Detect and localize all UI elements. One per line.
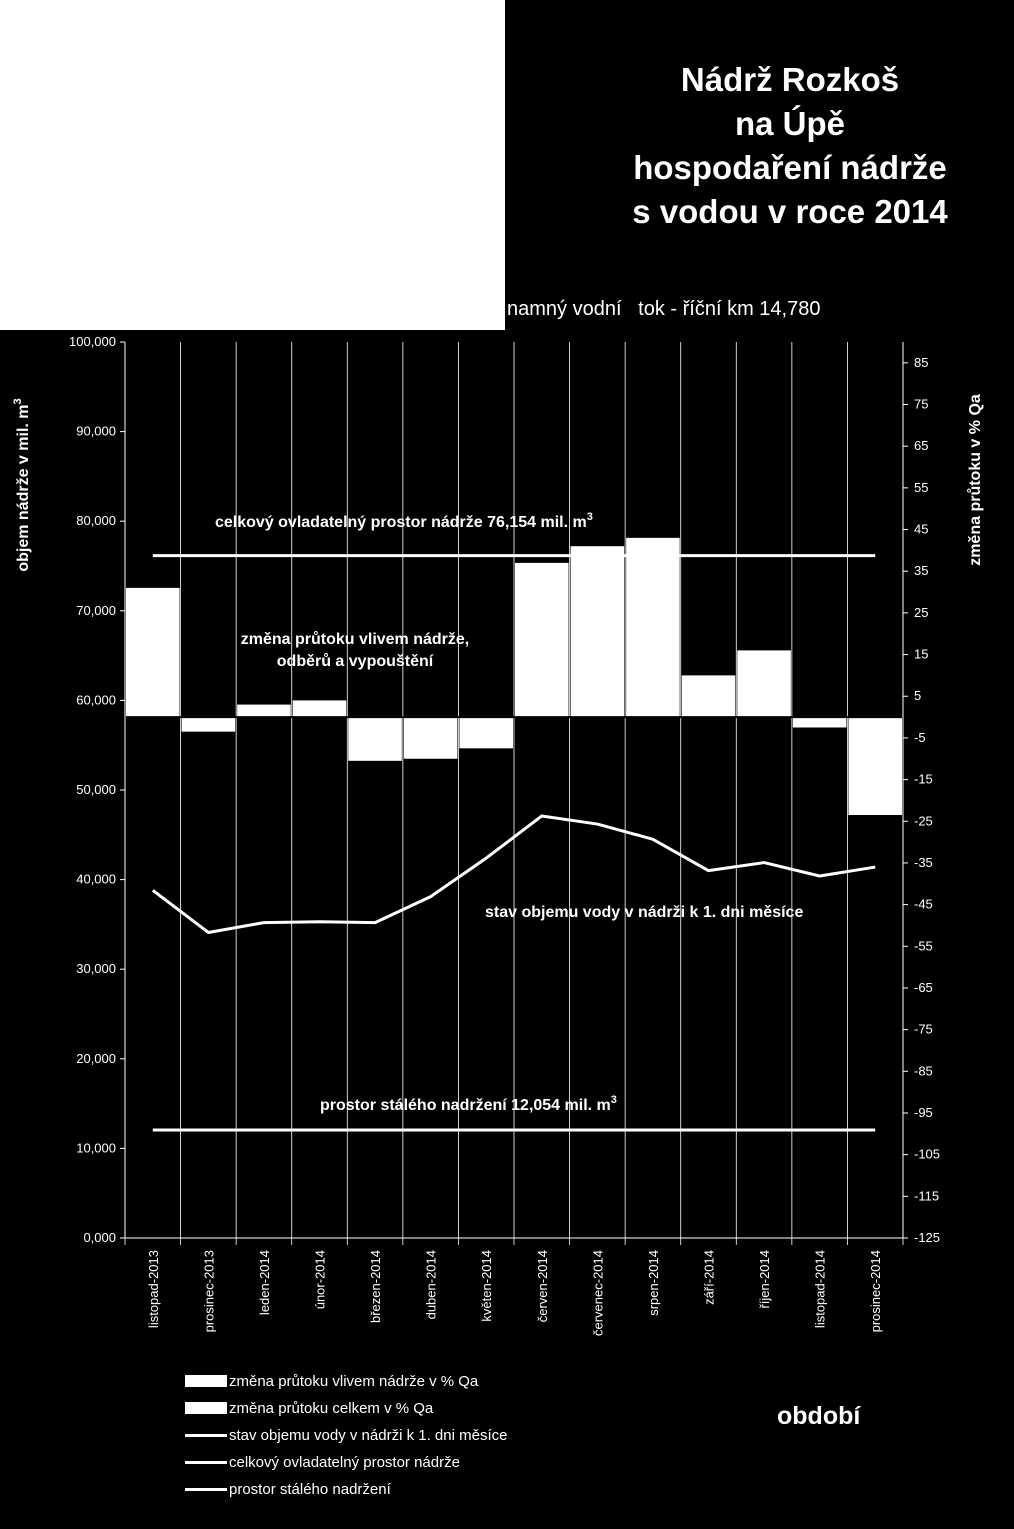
y-right-tick-label: -85	[914, 1063, 933, 1078]
y-right-tick-label: -95	[914, 1105, 933, 1120]
annotation-celkovy: celkový ovladatelný prostor nádrže 76,15…	[215, 511, 593, 531]
y-left-tick-label: 30,000	[76, 961, 116, 976]
y-right-tick-label: -45	[914, 897, 933, 912]
y-right-tick-label: 25	[914, 605, 928, 620]
title-line-3: hospodaření nádrže	[633, 149, 947, 186]
title-line-2: na Úpě	[734, 105, 846, 142]
y-left-tick-label: 70,000	[76, 603, 116, 618]
x-tick-label: únor-2014	[313, 1250, 328, 1309]
x-tick-label: březen-2014	[368, 1250, 383, 1323]
bar	[515, 562, 569, 718]
bar	[348, 717, 402, 761]
x-tick-label: leden-2014	[257, 1250, 272, 1315]
y-right-tick-label: -65	[914, 980, 933, 995]
legend-swatch	[185, 1375, 227, 1388]
y-left-tick-label: 100,000	[69, 334, 116, 349]
legend-item-line-stav: stav objemu vody v nádrži k 1. dni měsíc…	[185, 1426, 507, 1446]
bar	[237, 704, 291, 718]
x-tick-label: listopad-2014	[813, 1250, 828, 1328]
y-left-tick-label: 20,000	[76, 1051, 116, 1066]
x-tick-label: duben-2014	[424, 1250, 439, 1319]
annotation-staly: prostor stálého nadržení 12,054 mil. m3	[320, 1094, 617, 1114]
x-tick-label: září-2014	[702, 1250, 717, 1305]
title-line-4: s vodou v roce 2014	[632, 193, 948, 230]
y-right-tick-label: -125	[914, 1230, 940, 1245]
legend-item-bar-1: změna průtoku vlivem nádrže v % Qa	[185, 1372, 478, 1392]
legend-label: prostor stálého nadržení	[229, 1480, 391, 1498]
y-left-tick-label: 90,000	[76, 424, 116, 439]
legend-item-line-staly: prostor stálého nadržení	[185, 1480, 391, 1500]
y-left-tick-label: 50,000	[76, 782, 116, 797]
y-left-tick-label: 0,000	[83, 1230, 116, 1245]
bar	[848, 717, 902, 816]
x-tick-label: říjen-2014	[757, 1250, 772, 1309]
y-left-tick-label: 60,000	[76, 692, 116, 707]
y-left-tick-label: 80,000	[76, 513, 116, 528]
y-right-tick-label: 55	[914, 480, 928, 495]
y-axis-left-title: objem nádrže v mil. m3	[12, 398, 32, 571]
x-axis-title: období	[777, 1402, 861, 1430]
chart-title: Nádrž Rozkoš na Úpě hospodaření nádrže s…	[560, 58, 1014, 234]
bar	[792, 717, 847, 728]
y-left-tick-label: 10,000	[76, 1140, 116, 1155]
bar	[459, 717, 513, 749]
legend-line	[185, 1433, 227, 1437]
y-right-tick-label: -15	[914, 772, 933, 787]
y-right-tick-label: -35	[914, 855, 933, 870]
bar	[737, 650, 791, 718]
y-right-tick-label: -55	[914, 938, 933, 953]
y-right-tick-label: -105	[914, 1147, 940, 1162]
bar	[626, 537, 680, 718]
y-right-tick-label: -115	[914, 1188, 939, 1203]
y-right-tick-label: 5	[914, 688, 921, 703]
legend-label: stav objemu vody v nádrži k 1. dni měsíc…	[229, 1426, 508, 1444]
legend-item-bar-2: změna průtoku celkem v % Qa	[185, 1399, 433, 1419]
x-tick-label: květen-2014	[479, 1250, 494, 1322]
y-right-tick-label: 15	[914, 647, 928, 662]
bar	[681, 675, 736, 718]
y-axis-right-title: změna průtoku v % Qa	[967, 394, 984, 566]
legend-label: změna průtoku celkem v % Qa	[229, 1399, 434, 1417]
x-tick-label: červen-2014	[535, 1250, 550, 1322]
series-line-stav	[151, 814, 876, 934]
y-right-tick-label: -5	[914, 730, 926, 745]
bar	[126, 587, 180, 718]
legend-label: celkový ovladatelný prostor nádrže	[229, 1453, 460, 1471]
bar	[570, 546, 625, 718]
y-left-tick-label: 40,000	[76, 872, 116, 887]
legend-line	[185, 1487, 227, 1491]
white-overlay-box	[0, 0, 505, 330]
y-right-tick-label: 75	[914, 397, 928, 412]
y-right-tick-label: -25	[914, 813, 933, 828]
chart-subtitle: namný vodní tok - říční km 14,780	[507, 298, 821, 320]
y-right-tick-label: 35	[914, 563, 928, 578]
y-right-tick-label: 45	[914, 522, 928, 537]
title-line-1: Nádrž Rozkoš	[680, 61, 900, 98]
x-tick-label: prosinec-2014	[868, 1250, 883, 1332]
legend-label: změna průtoku vlivem nádrže v % Qa	[229, 1372, 479, 1390]
bar	[181, 717, 236, 732]
annotation-zmena-line2: odběrů a vypouštění	[277, 653, 434, 670]
legend-line	[185, 1460, 227, 1464]
x-tick-label: listopad-2013	[146, 1250, 161, 1328]
legend-item-line-celkovy: celkový ovladatelný prostor nádrže	[185, 1453, 460, 1473]
y-right-tick-label: 65	[914, 438, 928, 453]
x-tick-label: srpen-2014	[646, 1250, 661, 1316]
legend-swatch	[185, 1402, 227, 1415]
x-tick-label: červenec-2014	[590, 1250, 605, 1336]
bar	[292, 700, 347, 718]
y-right-tick-label: -75	[914, 1022, 933, 1037]
x-tick-label: prosinec-2013	[201, 1250, 216, 1332]
bar	[403, 717, 458, 759]
annotation-zmena-line1: změna průtoku vlivem nádrže,	[241, 631, 470, 648]
annotation-stav: stav objemu vody v nádrži k 1. dni měsíc…	[485, 904, 803, 921]
y-right-tick-label: 85	[914, 355, 928, 370]
